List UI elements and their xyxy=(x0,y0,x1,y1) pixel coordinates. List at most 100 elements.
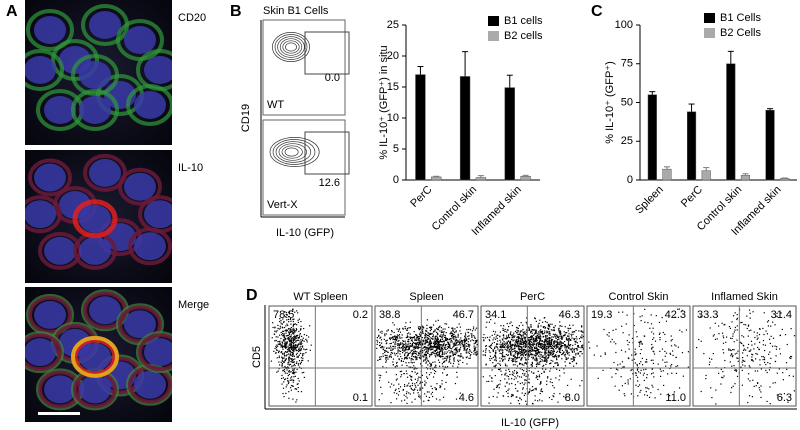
event xyxy=(639,316,641,318)
event xyxy=(579,355,581,357)
event xyxy=(575,354,577,356)
event xyxy=(757,346,759,349)
event xyxy=(522,352,524,354)
event xyxy=(386,350,388,352)
event xyxy=(453,359,455,361)
event xyxy=(776,372,778,374)
event xyxy=(514,364,516,366)
event xyxy=(554,340,556,342)
event xyxy=(537,326,539,328)
event xyxy=(564,361,566,363)
event xyxy=(378,380,381,382)
event xyxy=(549,332,551,334)
event xyxy=(659,375,662,378)
event xyxy=(284,311,286,313)
event xyxy=(710,387,712,389)
event xyxy=(525,359,527,361)
event xyxy=(748,395,751,397)
event xyxy=(535,320,537,322)
event xyxy=(438,353,441,355)
event xyxy=(615,368,618,370)
event xyxy=(446,374,448,376)
event xyxy=(416,335,418,337)
event xyxy=(408,349,410,351)
event xyxy=(492,356,494,358)
event xyxy=(292,372,294,374)
event xyxy=(492,362,494,364)
event xyxy=(730,353,732,355)
event xyxy=(274,340,276,342)
event xyxy=(476,353,478,355)
nucleus xyxy=(44,236,76,265)
event xyxy=(473,353,475,355)
event xyxy=(524,338,526,340)
event xyxy=(292,372,295,374)
event xyxy=(490,318,492,321)
cells xyxy=(25,4,172,131)
event xyxy=(530,390,532,392)
event xyxy=(596,345,598,347)
event xyxy=(511,393,513,396)
event xyxy=(568,344,571,346)
event xyxy=(468,335,470,337)
event xyxy=(554,355,556,357)
event xyxy=(755,352,757,355)
flow-plot xyxy=(262,119,346,216)
event xyxy=(389,386,391,388)
event xyxy=(488,321,491,323)
event xyxy=(426,349,428,351)
event xyxy=(435,340,437,343)
event xyxy=(282,387,285,389)
event xyxy=(573,360,575,362)
event xyxy=(296,324,298,326)
event xyxy=(513,372,515,374)
event xyxy=(501,343,503,345)
quadrant-value: 11.0 xyxy=(665,392,686,404)
event xyxy=(494,338,497,340)
event xyxy=(280,377,283,380)
event xyxy=(547,324,550,326)
event xyxy=(419,376,421,379)
event xyxy=(385,347,388,349)
event xyxy=(303,376,305,378)
event xyxy=(521,369,523,371)
contour xyxy=(282,40,300,54)
event xyxy=(425,362,427,364)
event xyxy=(535,339,537,341)
event xyxy=(428,335,430,337)
event xyxy=(503,341,505,343)
event xyxy=(484,354,487,357)
event xyxy=(453,331,456,333)
event xyxy=(281,334,283,336)
image-label: IL-10 xyxy=(178,162,203,174)
event xyxy=(635,372,637,374)
event xyxy=(452,336,454,338)
event xyxy=(426,351,428,353)
event xyxy=(434,352,436,355)
event xyxy=(434,337,436,339)
event xyxy=(404,357,406,359)
event xyxy=(395,353,398,355)
event xyxy=(285,351,287,353)
event xyxy=(291,351,293,354)
event xyxy=(502,334,505,336)
event xyxy=(563,368,565,370)
event xyxy=(511,360,514,363)
event xyxy=(504,374,506,376)
event xyxy=(542,365,544,367)
event xyxy=(296,383,298,385)
event xyxy=(286,314,289,316)
event xyxy=(510,348,512,350)
event xyxy=(457,355,459,357)
event xyxy=(788,375,790,377)
event xyxy=(497,392,499,394)
y-tick-label: 50 xyxy=(621,96,633,108)
event xyxy=(282,346,284,349)
event xyxy=(506,365,508,367)
event xyxy=(540,389,542,391)
event xyxy=(544,346,546,349)
event xyxy=(528,381,530,383)
event xyxy=(509,342,512,344)
event xyxy=(413,392,415,394)
event xyxy=(752,311,754,313)
